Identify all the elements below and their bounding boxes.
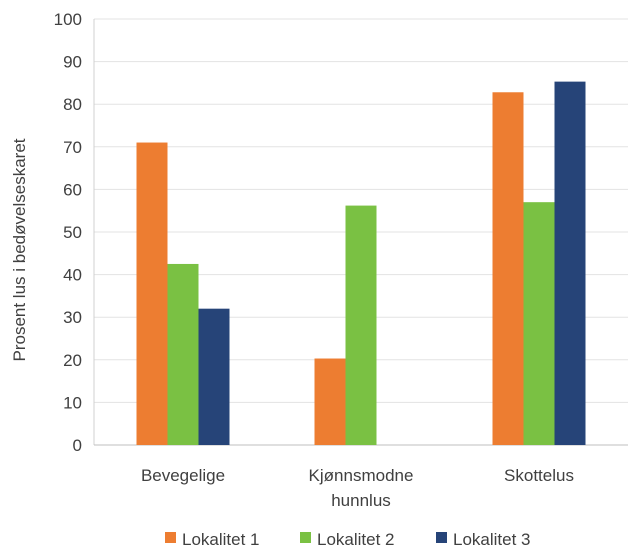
- y-tick-label: 100: [54, 10, 82, 29]
- y-tick-label: 70: [63, 138, 82, 157]
- bar-lokalitet-1: [314, 358, 346, 445]
- bars: [136, 81, 586, 446]
- legend-label: Lokalitet 2: [317, 530, 395, 549]
- x-tick-labels: Bevegelige Kjønnsmodne hunnlus Skottelus: [141, 466, 574, 510]
- bar-lokalitet-3: [198, 308, 230, 445]
- y-tick-label: 60: [63, 180, 82, 199]
- bar-lokalitet-1: [136, 142, 168, 446]
- legend-swatch: [165, 532, 176, 543]
- bar-lokalitet-2: [167, 263, 199, 445]
- bar-lokalitet-2: [345, 205, 377, 445]
- x-tick-label: Skottelus: [504, 466, 574, 485]
- x-tick-label: hunnlus: [331, 491, 391, 510]
- bar-lokalitet-1: [492, 92, 524, 445]
- legend: Lokalitet 1 Lokalitet 2 Lokalitet 3: [165, 530, 531, 549]
- y-axis-label: Prosent lus i bedøvelseskaret: [10, 138, 29, 361]
- legend-swatch: [436, 532, 447, 543]
- legend-label: Lokalitet 1: [182, 530, 260, 549]
- y-tick-label: 80: [63, 95, 82, 114]
- x-tick-label: Bevegelige: [141, 466, 225, 485]
- y-tick-label: 30: [63, 308, 82, 327]
- y-tick-label: 90: [63, 53, 82, 72]
- legend-swatch: [300, 532, 311, 543]
- y-tick-label: 20: [63, 351, 82, 370]
- bar-lokalitet-3: [554, 81, 586, 445]
- y-tick-label: 0: [73, 436, 82, 455]
- y-tick-label: 50: [63, 223, 82, 242]
- bar-lokalitet-2: [523, 202, 555, 445]
- y-tick-labels: 0 10 20 30 40 50 60 70 80 90 100: [54, 10, 82, 455]
- y-tick-label: 40: [63, 266, 82, 285]
- y-tick-label: 10: [63, 393, 82, 412]
- x-tick-label: Kjønnsmodne: [309, 466, 414, 485]
- legend-label: Lokalitet 3: [453, 530, 531, 549]
